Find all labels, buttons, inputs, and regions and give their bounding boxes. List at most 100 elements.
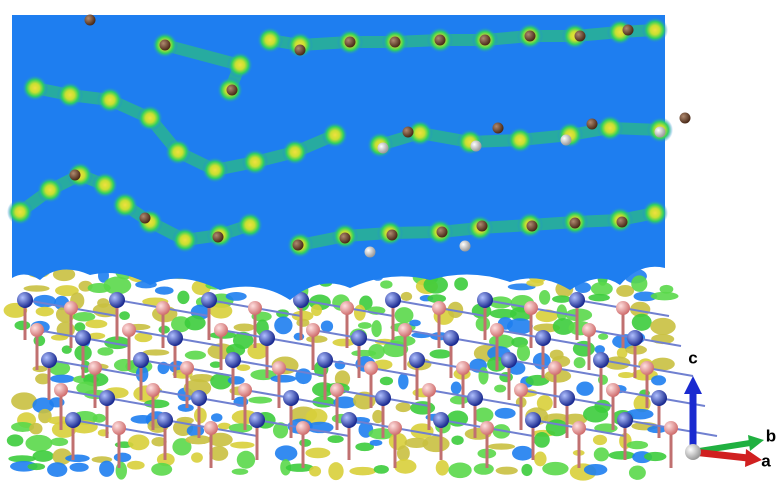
density-lobe <box>396 402 411 412</box>
density-lobe <box>629 466 646 480</box>
hydrogen-atom <box>460 241 471 252</box>
density-lobe <box>521 464 532 476</box>
density-peak <box>557 122 583 148</box>
atom <box>477 292 493 308</box>
carbon-atom <box>570 218 581 229</box>
density-lobe <box>99 461 114 477</box>
atom <box>593 352 609 368</box>
density-lobe <box>28 463 46 470</box>
atom <box>548 361 562 375</box>
carbon-atom <box>227 85 238 96</box>
density-render: c b a <box>0 0 782 485</box>
density-lobe <box>430 349 452 358</box>
density-peak <box>172 227 198 253</box>
density-peak <box>7 199 33 225</box>
carbon-atom <box>213 232 224 243</box>
atom <box>180 361 194 375</box>
density-lobe <box>380 377 393 386</box>
density-lobe <box>294 333 305 341</box>
atom <box>490 323 504 337</box>
atom <box>388 421 402 435</box>
atom <box>651 390 667 406</box>
density-lobe <box>451 382 462 395</box>
density-peak <box>227 52 253 78</box>
density-lobe <box>584 464 607 475</box>
density-lobe <box>25 435 52 452</box>
density-lobe <box>574 357 586 368</box>
density-lobe <box>616 285 634 297</box>
density-lobe <box>496 467 518 475</box>
density-peak <box>112 192 138 218</box>
density-lobe <box>127 461 145 470</box>
atom <box>30 323 44 337</box>
atom <box>167 330 183 346</box>
atom <box>559 390 575 406</box>
density-lobe <box>368 344 385 359</box>
density-lobe <box>495 408 516 419</box>
carbon-atom <box>403 127 414 138</box>
density-slice <box>12 15 665 300</box>
density-lobe <box>358 322 372 329</box>
density-lobe <box>436 460 449 476</box>
carbon-atom <box>340 233 351 244</box>
carbon-atom <box>70 170 81 181</box>
density-lobe <box>539 290 550 305</box>
density-lobe <box>29 423 42 435</box>
density-lobe <box>234 323 255 331</box>
atom <box>467 390 483 406</box>
carbon-atom <box>437 227 448 238</box>
density-lobe <box>517 344 530 361</box>
atom <box>99 390 115 406</box>
carbon-atom <box>480 35 491 46</box>
density-lobe <box>232 468 249 474</box>
density-lobe <box>299 439 311 447</box>
density-lobe <box>50 375 74 383</box>
atom <box>191 390 207 406</box>
density-peak <box>507 127 533 153</box>
carbon-atom <box>293 240 304 251</box>
density-lobe <box>454 277 468 290</box>
atom <box>64 301 78 315</box>
density-peak <box>137 209 163 235</box>
atom <box>535 330 551 346</box>
density-lobe <box>65 454 90 462</box>
density-peak <box>165 139 191 165</box>
atom <box>443 330 459 346</box>
density-lobe <box>526 280 543 287</box>
density-lobe <box>380 280 392 288</box>
atom <box>480 421 494 435</box>
a-arrowhead <box>745 449 762 467</box>
atom <box>525 412 541 428</box>
bond <box>371 368 417 376</box>
density-lobe <box>534 432 550 448</box>
density-lobe <box>15 321 31 330</box>
density-peak <box>642 200 668 226</box>
density-lobe <box>618 372 634 378</box>
density-lobe <box>177 291 189 305</box>
density-lobe <box>47 462 67 477</box>
carbon-atom <box>587 119 598 130</box>
carbon-atom <box>85 15 96 26</box>
atom <box>330 383 344 397</box>
origin <box>685 444 701 460</box>
density-peak <box>257 27 283 53</box>
hydrogen-atom <box>655 127 666 138</box>
density-lobe <box>576 381 593 395</box>
carbon-atom <box>295 45 306 56</box>
density-lobe <box>24 285 50 291</box>
density-lobe <box>608 451 634 460</box>
density-lobe <box>328 435 344 443</box>
atom <box>41 352 57 368</box>
density-lobe <box>644 452 666 461</box>
atom <box>88 361 102 375</box>
density-lobe <box>593 435 607 445</box>
density-lobe <box>488 443 515 449</box>
density-lobe <box>230 442 255 449</box>
atom <box>54 383 68 397</box>
atom <box>341 412 357 428</box>
density-lobe <box>354 305 366 321</box>
carbon-atom <box>617 217 628 228</box>
density-lobe <box>474 463 494 475</box>
carbon-atom <box>390 37 401 48</box>
axis-indicator: c b a <box>684 348 776 470</box>
